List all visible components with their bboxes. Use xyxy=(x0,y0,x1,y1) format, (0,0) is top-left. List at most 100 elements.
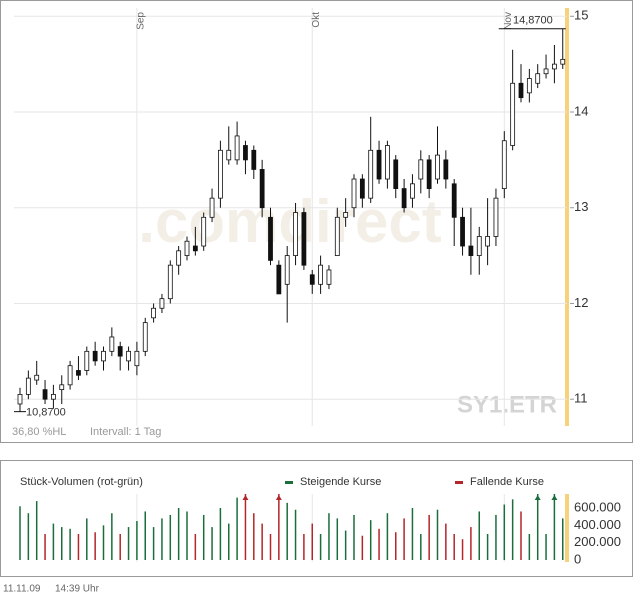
candle-body xyxy=(343,212,349,218)
volume-bar xyxy=(420,534,422,560)
volume-bar xyxy=(278,494,280,560)
candle-body xyxy=(243,145,248,161)
candle-body xyxy=(167,264,173,300)
volume-bar xyxy=(161,518,163,560)
candle-body xyxy=(134,350,140,367)
volume-bar xyxy=(562,518,564,560)
volume-bar xyxy=(269,534,272,560)
volume-bar xyxy=(470,527,472,560)
current-bar xyxy=(565,8,569,426)
candle-body xyxy=(418,159,424,180)
candle-body xyxy=(510,82,516,146)
candle-body xyxy=(284,255,290,285)
candle-body xyxy=(334,216,340,256)
candle-body xyxy=(17,394,23,405)
candle-body xyxy=(268,216,273,261)
volume-bar xyxy=(428,514,430,560)
volume-bar xyxy=(219,508,222,560)
volume-bar xyxy=(35,501,38,560)
volume-bar xyxy=(228,523,230,560)
volume-bar xyxy=(520,511,522,560)
candle-body xyxy=(234,135,240,161)
volume-bar xyxy=(27,513,30,560)
candle-body xyxy=(493,197,499,237)
overflow-arrow xyxy=(534,495,541,500)
candle-body xyxy=(468,245,474,256)
volume-bar xyxy=(244,494,247,560)
volume-bar xyxy=(169,514,172,560)
volume-bar xyxy=(152,527,155,560)
volume-bar xyxy=(186,511,188,560)
candle-body xyxy=(259,169,265,209)
high-label: 14,8700 xyxy=(513,15,553,27)
range-note: 36,80 %HL xyxy=(12,426,66,438)
volume-bar xyxy=(403,518,405,560)
candle-body xyxy=(34,374,40,381)
volume-bar xyxy=(94,532,96,560)
interval: Intervall: 1 Tag xyxy=(90,426,161,438)
candle-body xyxy=(209,197,215,218)
volume-bar xyxy=(386,513,389,560)
legend-swatch xyxy=(285,481,293,484)
price-panel xyxy=(0,0,633,443)
volume-bar xyxy=(86,518,88,560)
candle-body xyxy=(501,140,507,189)
volume-bar xyxy=(336,518,339,560)
volume-bar xyxy=(328,513,330,560)
volume-bar xyxy=(44,534,46,560)
y-tick-label: 14 xyxy=(574,103,588,118)
candle-body xyxy=(384,145,390,180)
overflow-arrow xyxy=(275,495,282,500)
candle-body xyxy=(293,212,298,256)
volume-bar xyxy=(395,532,397,560)
date: 11.11.09 xyxy=(3,584,41,595)
volume-bar xyxy=(486,534,489,560)
candle-body xyxy=(226,149,232,161)
volume-bars xyxy=(19,494,564,560)
volume-bar xyxy=(361,535,364,560)
volume-bar xyxy=(319,534,322,560)
candle-body xyxy=(410,183,415,199)
candle-body xyxy=(201,216,207,247)
candle-body xyxy=(159,298,165,309)
candle-body xyxy=(535,73,541,84)
candle-body xyxy=(276,264,282,295)
candle-body xyxy=(393,159,399,189)
volume-bar xyxy=(436,509,439,560)
candle-body xyxy=(301,212,307,266)
volume-bar xyxy=(144,511,146,560)
volume-bar xyxy=(344,530,347,560)
candle-body xyxy=(443,159,449,180)
current-bar xyxy=(565,494,569,562)
candle-body xyxy=(92,350,98,362)
candle-body xyxy=(560,58,566,65)
candle-body xyxy=(176,250,182,266)
candle-body xyxy=(42,389,48,400)
x-tick-label: Sep xyxy=(136,12,147,30)
candle-body xyxy=(117,346,123,357)
candle-body xyxy=(217,149,223,199)
volume-bar xyxy=(369,520,372,560)
volume-bar xyxy=(111,513,113,560)
y-tick-label: 15 xyxy=(574,8,588,23)
volume-bar xyxy=(294,509,297,560)
candle-body xyxy=(485,236,491,247)
y-tick-label: 12 xyxy=(574,295,588,310)
candle-body xyxy=(67,365,73,386)
volume-panel xyxy=(0,460,633,577)
v-tick-label: 200.000 xyxy=(574,534,621,549)
candle-body xyxy=(309,274,315,285)
volume-bar xyxy=(202,514,205,560)
volume-bar xyxy=(553,494,556,560)
volume-bar xyxy=(102,525,105,560)
candle-body xyxy=(51,394,56,400)
volume-bar xyxy=(503,504,506,560)
candle-body xyxy=(142,322,148,352)
candle-body xyxy=(451,183,457,218)
candle-body xyxy=(76,370,81,376)
volume-bar xyxy=(378,528,380,560)
candle-body xyxy=(460,216,465,247)
candle-body xyxy=(326,269,332,285)
y-tick-label: 13 xyxy=(574,199,588,214)
